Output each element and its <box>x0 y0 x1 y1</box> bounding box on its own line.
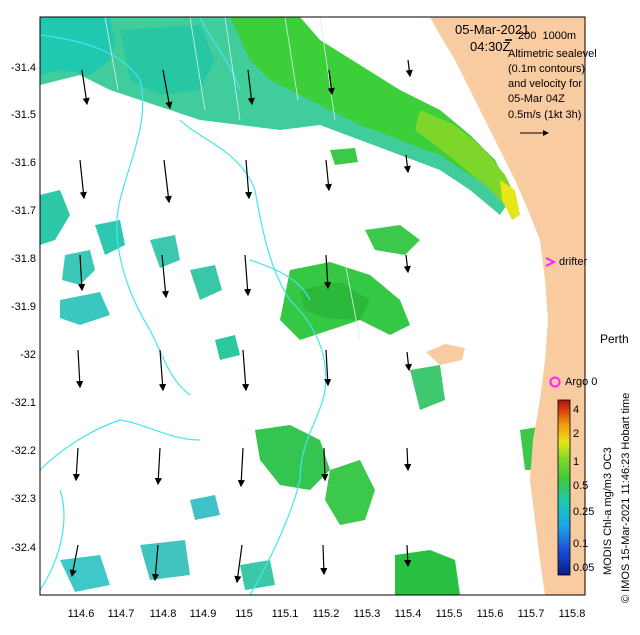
legend-line-2: (0.1m contours) <box>508 63 585 75</box>
city-label: Perth <box>600 332 629 346</box>
colorbar-ticks: 4 2 1 0.5 0.25 0.1 0.05 <box>573 404 594 574</box>
y-tick--32.1: -32.1 <box>11 397 36 409</box>
x-tick-115.6: 115.6 <box>477 608 504 620</box>
y-tick--31.6: -31.6 <box>11 157 36 169</box>
legend-line-4: 05-Mar 04Z <box>508 93 565 105</box>
x-tick-114.6: 114.6 <box>68 608 95 620</box>
y-tick--31.7: -31.7 <box>11 205 36 217</box>
y-axis: -31.4 -31.5 -31.6 -31.7 -31.8 -31.9 -32 … <box>11 62 36 554</box>
chlorophyll-patches <box>40 17 555 595</box>
x-tick-114.7: 114.7 <box>108 608 135 620</box>
y-tick--32.2: -32.2 <box>11 445 36 457</box>
x-tick-115: 115 <box>235 608 253 620</box>
colorbar-tick-0.25: 0.25 <box>573 506 594 518</box>
depth-scale-label: 200 1000m <box>518 30 576 42</box>
y-tick--31.8: -31.8 <box>11 253 36 265</box>
credit-text: © IMOS 15-Mar-2021 11:46:23 Hobart time <box>620 393 632 603</box>
colorbar <box>557 399 571 576</box>
sealevel-contours <box>40 17 327 595</box>
argo-float-marker <box>549 376 561 388</box>
colorbar-tick-2: 2 <box>573 428 579 440</box>
colorbar-tick-1: 1 <box>573 456 579 468</box>
legend-line-1: Altimetric sealevel <box>508 48 597 60</box>
argo-label: Argo 0 <box>565 376 597 388</box>
velocity-arrows <box>69 59 413 584</box>
colorbar-label: MODIS Chl-a mg/m3 OC3 <box>602 447 614 575</box>
map-area <box>40 17 585 595</box>
colorbar-tick-0.5: 0.5 <box>573 480 588 492</box>
legend-line-5: 0.5m/s (1kt 3h) <box>508 109 581 121</box>
x-tick-115.8: 115.8 <box>559 608 586 620</box>
x-tick-115.4: 115.4 <box>395 608 422 620</box>
map-frame <box>39 16 586 596</box>
x-tick-115.1: 115.1 <box>272 608 299 620</box>
header-date: 05-Mar-2021 <box>455 22 529 37</box>
y-tick--31.5: -31.5 <box>11 109 36 121</box>
x-tick-114.8: 114.8 <box>150 608 177 620</box>
y-tick--31.4: -31.4 <box>11 62 36 74</box>
y-tick--32: -32 <box>20 349 36 361</box>
legend-box: Altimetric sealevel (0.1m contours) and … <box>508 48 597 136</box>
drifter-marker <box>545 257 557 267</box>
colorbar-tick-0.05: 0.05 <box>573 562 594 574</box>
colorbar-tick-0.1: 0.1 <box>573 538 588 550</box>
x-tick-114.9: 114.9 <box>190 608 217 620</box>
x-axis: 114.6 114.7 114.8 114.9 115 115.1 115.2 … <box>68 608 586 620</box>
y-tick--32.4: -32.4 <box>11 542 36 554</box>
x-tick-115.3: 115.3 <box>354 608 381 620</box>
x-tick-115.7: 115.7 <box>518 608 545 620</box>
y-tick--31.9: -31.9 <box>11 301 36 313</box>
legend-line-3: and velocity for <box>508 78 582 90</box>
ship-track-lines <box>104 17 361 341</box>
land <box>426 17 585 595</box>
x-tick-115.2: 115.2 <box>313 608 340 620</box>
drifter-label: drifter <box>559 256 587 268</box>
y-tick--32.3: -32.3 <box>11 493 36 505</box>
colorbar-tick-4: 4 <box>573 404 579 416</box>
x-tick-115.5: 115.5 <box>436 608 463 620</box>
header-time: 04:30Z <box>470 39 511 54</box>
